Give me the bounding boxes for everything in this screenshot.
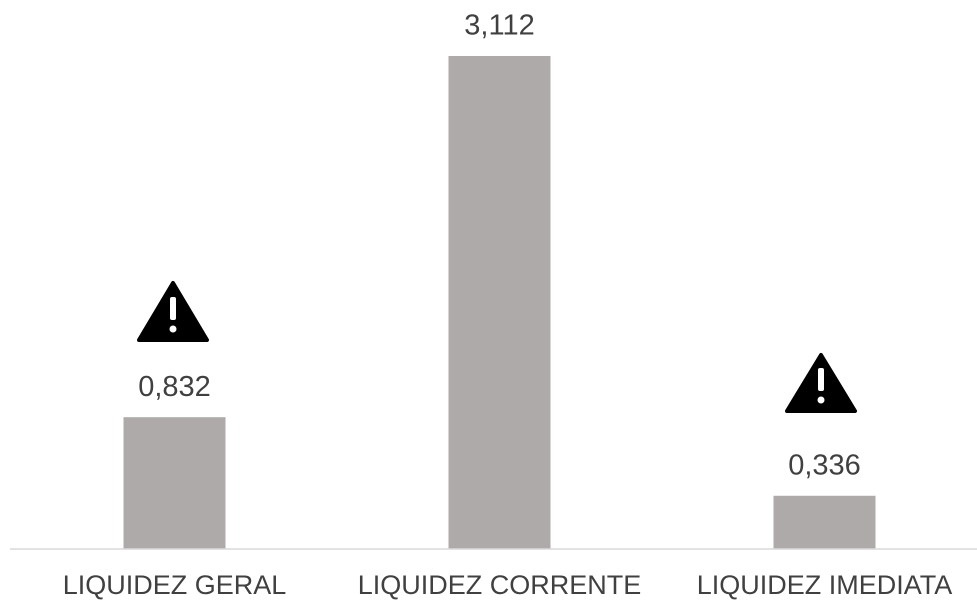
bar — [123, 417, 226, 549]
value-label: 0,336 — [788, 449, 861, 481]
x-tick-label: LIQUIDEZ IMEDIATA — [697, 570, 953, 600]
value-label: 3,112 — [464, 10, 534, 42]
bar — [448, 56, 551, 549]
warning-icon — [137, 281, 209, 342]
bar — [773, 495, 876, 549]
x-tick-label: LIQUIDEZ CORRENTE — [358, 570, 642, 600]
warning-icon — [785, 353, 857, 413]
value-label: 0,832 — [138, 371, 211, 403]
x-tick-label: LIQUIDEZ GERAL — [63, 570, 287, 600]
